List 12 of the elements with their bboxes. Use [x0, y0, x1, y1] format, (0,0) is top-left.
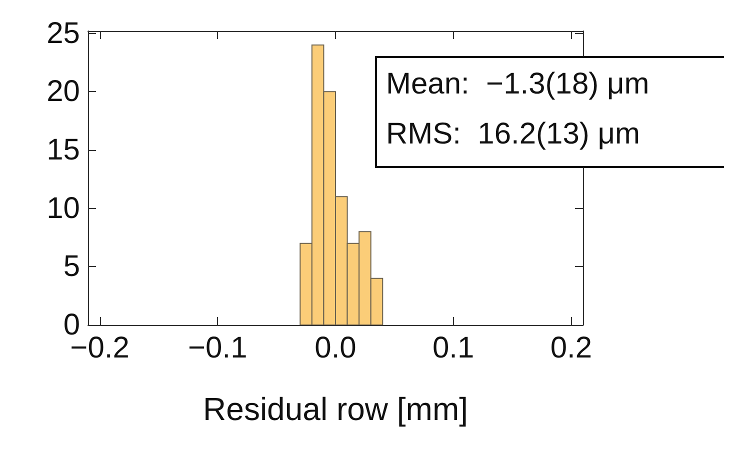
x-tick-label: 0.2: [550, 332, 592, 364]
annotation: Mean: −1.3(18) μm: [386, 68, 650, 100]
annotation: RMS: 16.2(13) μm: [386, 118, 640, 150]
y-tick-label: 10: [46, 192, 80, 225]
x-tick-label: −0.1: [188, 332, 248, 364]
x-axis-title: Residual row [mm]: [203, 391, 468, 427]
y-tick-label: 25: [46, 16, 80, 50]
y-tick-label: 15: [46, 134, 80, 166]
y-tick-label: 20: [46, 75, 80, 108]
x-tick-label: 0.0: [314, 332, 356, 364]
x-tick-label: 0.1: [432, 332, 474, 364]
y-tick-label: 5: [63, 250, 80, 284]
